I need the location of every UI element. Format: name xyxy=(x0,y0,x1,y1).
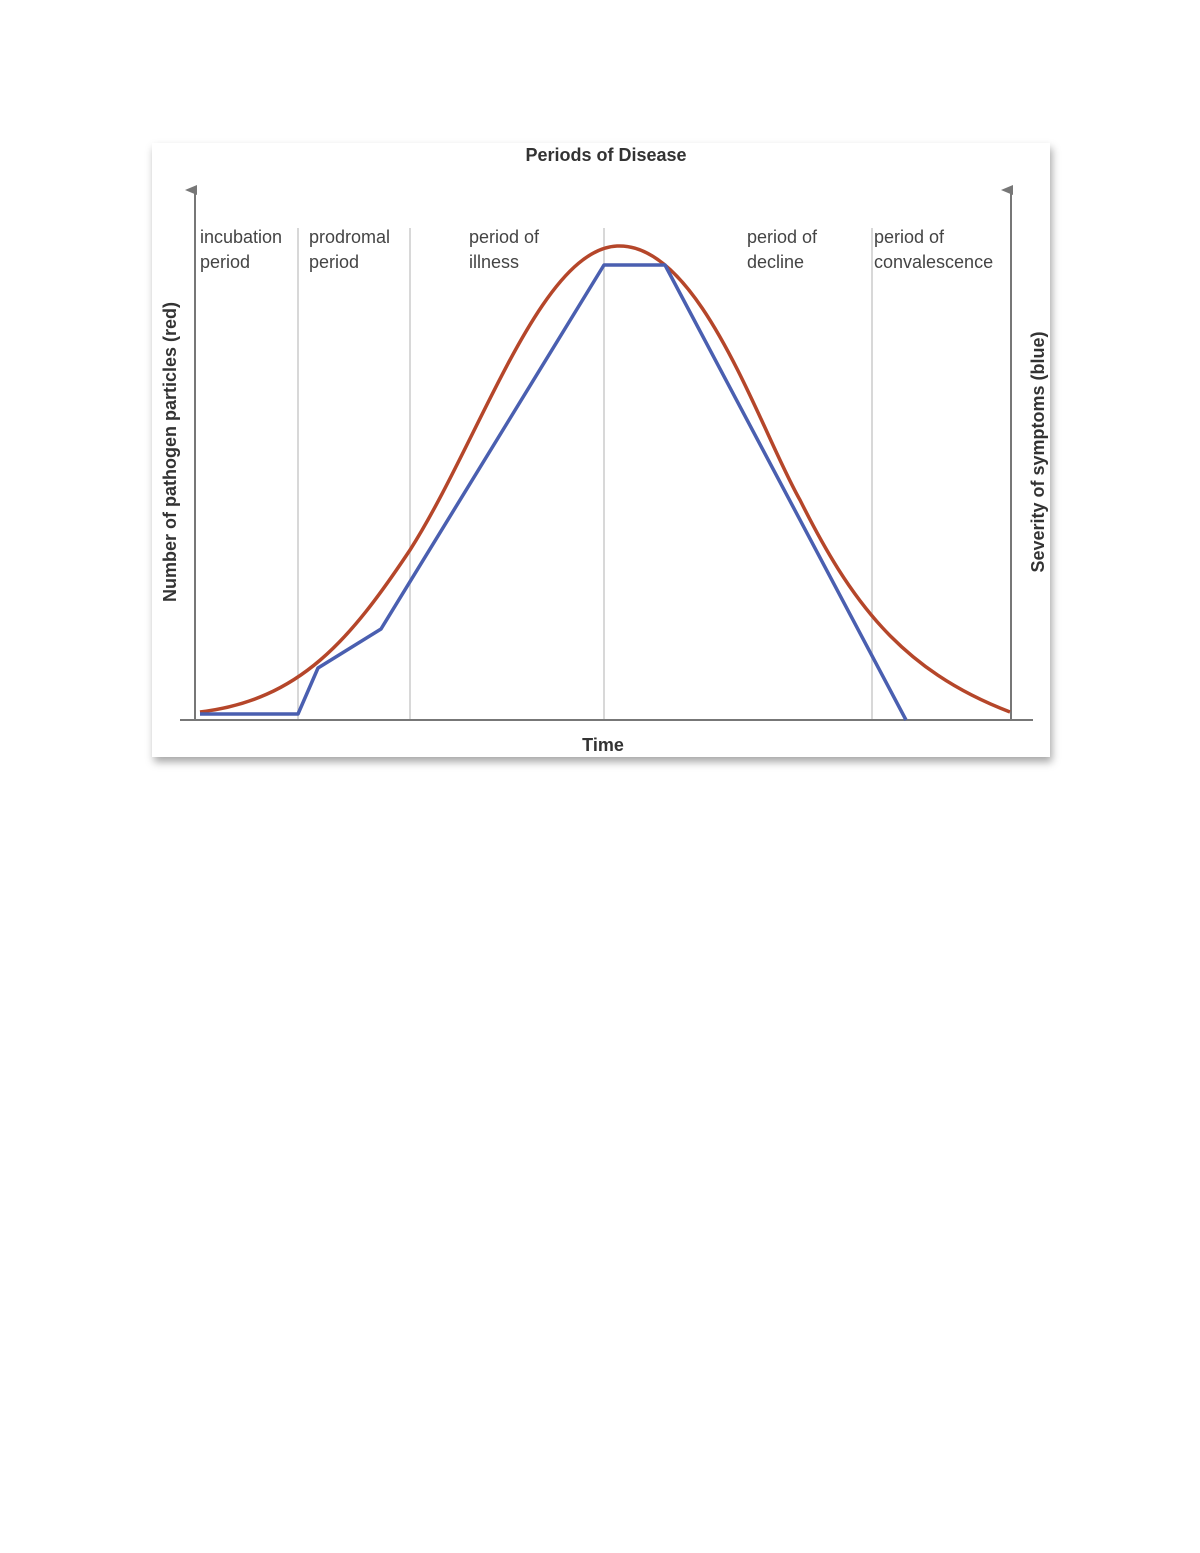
period-label: illness xyxy=(469,252,519,272)
period-label: period of xyxy=(747,227,818,247)
title: Periods of Disease xyxy=(525,145,686,165)
pathogen-curve xyxy=(199,244,1011,714)
period-label: period xyxy=(309,252,359,272)
period-label: convalescence xyxy=(874,252,993,272)
figure-card xyxy=(152,143,1050,757)
period-label: prodromal xyxy=(309,227,390,247)
period-label: incubation xyxy=(200,227,282,247)
symptom-curve xyxy=(200,263,908,721)
left-axis-label: Number of pathogen particles (red) xyxy=(160,302,180,602)
x-axis-label: Time xyxy=(582,735,624,755)
period-label: period of xyxy=(874,227,945,247)
period-labels: incubation period prodromal period period of… xyxy=(200,227,993,272)
period-label: period xyxy=(200,252,250,272)
diagram: Periods of Disease Time Number of pathog… xyxy=(160,145,1048,755)
right-axis-label: Severity of symptoms (blue) xyxy=(1028,331,1048,572)
period-dividers xyxy=(297,228,873,720)
period-label: decline xyxy=(747,252,804,272)
period-label: period of xyxy=(469,227,540,247)
